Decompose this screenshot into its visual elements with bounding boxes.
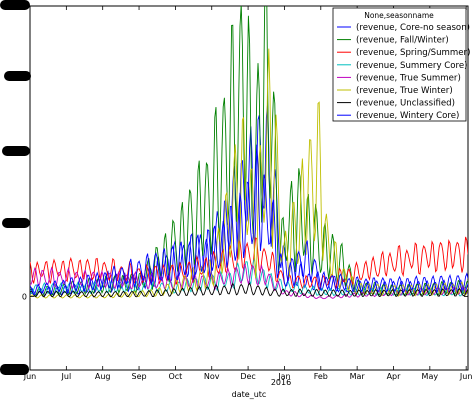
x-tick-label: Aug xyxy=(95,372,111,381)
x-tick-label: Jan xyxy=(277,372,290,381)
legend-title: None,seasonname xyxy=(364,11,434,20)
x-tick-label: Apr xyxy=(387,372,402,381)
legend-entry-label: (revenue, Core-no season) xyxy=(356,23,470,33)
x-tick-label: Jun xyxy=(23,372,37,381)
legend-entry-label: (revenue, Spring/Summer) xyxy=(356,48,470,58)
x-axis-label: date_utc xyxy=(232,390,267,399)
x-tick-label: Oct xyxy=(168,372,182,381)
legend-entry-label: (revenue, Summery Core) xyxy=(356,61,468,71)
x-axis: Jun Jul Aug Sep Oct Nov Dec Jan Feb Mar Apr May Jun xyxy=(23,6,473,381)
x-tick-label: Sep xyxy=(132,372,147,381)
y-tick-label: 0 xyxy=(22,292,27,301)
redaction-mark xyxy=(0,0,30,10)
x-secondary-label: 2016 xyxy=(271,378,291,387)
y-axis: 0 xyxy=(22,292,468,301)
redaction-mark xyxy=(2,218,30,228)
legend-entry-label: (revenue, Fall/Winter) xyxy=(356,36,449,46)
legend: None,seasonname (revenue, Core-no season… xyxy=(332,7,470,122)
x-tick-label: May xyxy=(422,372,439,381)
legend-entry-label: (revenue, Unclassified) xyxy=(356,99,455,109)
x-tick-label: Mar xyxy=(350,372,366,381)
x-tick-label: Dec xyxy=(240,372,255,381)
redaction-mark xyxy=(4,71,31,81)
x-tick-label: Jun xyxy=(459,372,473,381)
x-tick-label: Nov xyxy=(204,372,220,381)
y-tick-redactions xyxy=(0,0,31,375)
series-line xyxy=(30,282,468,298)
series-line xyxy=(30,236,468,292)
legend-entry-label: (revenue, True Winter) xyxy=(356,86,453,96)
x-tick-label: Jul xyxy=(61,372,72,381)
redaction-mark xyxy=(2,146,30,156)
series-line xyxy=(30,144,468,296)
legend-entry-label: (revenue, Wintery Core) xyxy=(356,111,459,121)
series-layer xyxy=(30,6,468,300)
legend-entry-label: (revenue, True Summer) xyxy=(356,73,461,83)
series-line xyxy=(30,48,468,299)
redaction-mark xyxy=(0,364,29,375)
x-tick-label: Feb xyxy=(314,372,328,381)
legend-box xyxy=(332,7,467,122)
